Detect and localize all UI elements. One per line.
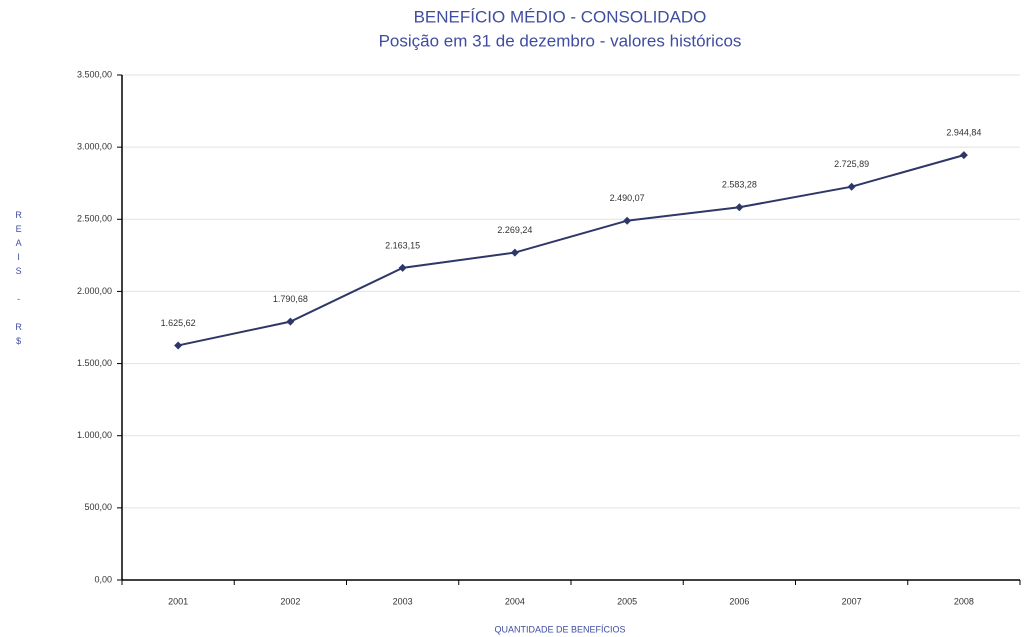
y-tick-label: 0,00 bbox=[94, 574, 112, 584]
y-tick-label: 2.500,00 bbox=[77, 214, 112, 224]
x-tick-label: 2006 bbox=[729, 596, 749, 606]
y-axis-title: REAIS - R$ bbox=[14, 210, 24, 350]
data-label: 2.163,15 bbox=[385, 240, 420, 250]
x-tick-label: 2002 bbox=[280, 596, 300, 606]
x-tick-label: 2005 bbox=[617, 596, 637, 606]
y-tick-label: 3.000,00 bbox=[77, 142, 112, 152]
point bbox=[398, 263, 407, 272]
point bbox=[623, 216, 632, 225]
data-label: 2.490,07 bbox=[610, 193, 645, 203]
data-label: 2.269,24 bbox=[497, 225, 532, 235]
data-label: 2.583,28 bbox=[722, 180, 757, 190]
point bbox=[510, 248, 519, 257]
y-tick-label: 3.500,00 bbox=[77, 69, 112, 79]
x-tick-label: 2003 bbox=[393, 596, 413, 606]
point bbox=[959, 151, 968, 160]
x-tick-label: 2004 bbox=[505, 596, 525, 606]
y-tick-label: 1.500,00 bbox=[77, 358, 112, 368]
point bbox=[286, 317, 295, 326]
x-tick-label: 2007 bbox=[842, 596, 862, 606]
point bbox=[847, 182, 856, 191]
chart-title: BENEFÍCIO MÉDIO - CONSOLIDADO bbox=[414, 7, 707, 26]
point bbox=[735, 203, 744, 212]
point bbox=[174, 341, 183, 350]
data-label: 2.725,89 bbox=[834, 159, 869, 169]
y-tick-label: 500,00 bbox=[84, 502, 112, 512]
data-label: 1.625,62 bbox=[161, 318, 196, 328]
y-tick-label: 1.000,00 bbox=[77, 430, 112, 440]
y-tick-label: 2.000,00 bbox=[77, 286, 112, 296]
data-label: 2.944,84 bbox=[946, 127, 981, 137]
chart-subtitle: Posição em 31 de dezembro - valores hist… bbox=[379, 31, 742, 50]
x-tick-label: 2001 bbox=[168, 596, 188, 606]
x-axis-title: QUANTIDADE DE BENEFÍCIOS bbox=[494, 624, 625, 634]
line bbox=[177, 154, 965, 347]
x-tick-label: 2008 bbox=[954, 596, 974, 606]
data-label: 1.790,68 bbox=[273, 294, 308, 304]
